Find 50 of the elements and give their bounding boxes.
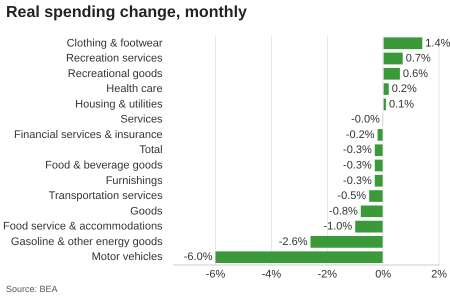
data-label: -0.3% [343,144,372,156]
bar [378,129,383,141]
bar [310,236,383,248]
chart-title: Real spending change, monthly [5,3,248,23]
x-tick-label: -2% [317,268,338,280]
data-label: 0.2% [392,83,418,96]
y-tick-label: Food service & accommodations [2,220,164,233]
y-tick-label: Goods [130,205,164,218]
y-tick-label: Transportation services [48,190,164,202]
bar [355,220,383,232]
data-label: -0.3% [343,174,372,187]
y-tick-label: Total [139,144,163,156]
y-tick-label: Food & beverage goods [45,160,164,172]
data-label: -6.0% [184,251,213,264]
data-label: 0.7% [406,52,432,65]
data-label: -0.0% [351,114,380,126]
y-tick-label: Recreation services [66,52,164,65]
source-note: Source: BEA [5,284,59,294]
data-label: -0.2% [346,128,375,141]
data-label: -0.3% [343,160,372,172]
bar [384,52,403,64]
bar [215,251,383,264]
bar [384,37,422,50]
y-tick-label: Financial services & insurance [14,128,163,141]
bar [374,144,383,156]
data-label: -0.5% [337,190,366,202]
y-tick-label: Furnishings [106,174,164,187]
data-label: -1.0% [323,220,352,233]
bar [360,205,383,218]
y-tick-label: Recreational goods [68,68,164,80]
y-tick-label: Health care [106,83,163,96]
x-tick-label: 2% [431,268,448,280]
bar [384,83,389,95]
x-tick-label: -4% [262,268,282,280]
x-tick-label: 0% [375,268,392,280]
y-tick-label: Services [120,114,164,126]
bar [369,190,383,202]
y-tick-label: Motor vehicles [92,251,164,264]
x-tick-label: -6% [206,268,226,280]
data-label: 0.1% [388,98,414,110]
data-label: 0.6% [402,68,428,80]
data-label: -0.8% [329,205,358,218]
y-tick-label: Housing & utilities [75,98,164,110]
y-tick-label: Gasoline & other energy goods [10,236,164,248]
bar [374,174,383,187]
bar [384,68,400,80]
data-label: -2.6% [278,236,308,248]
y-tick-label: Clothing & footwear [66,37,163,50]
data-label: 1.4% [425,37,450,50]
bar [374,160,383,172]
